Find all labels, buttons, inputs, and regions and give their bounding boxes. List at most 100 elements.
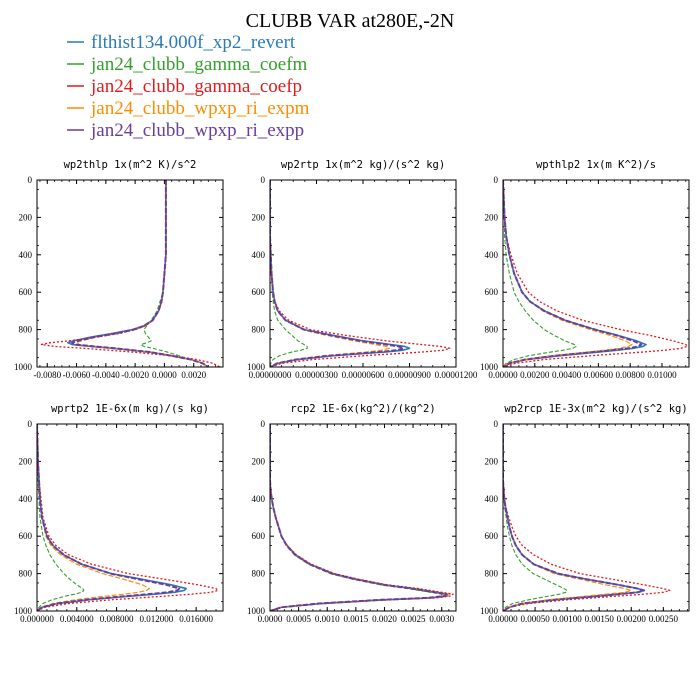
series-line xyxy=(270,180,451,367)
plot-frame xyxy=(502,423,690,612)
y-tick-label: 800 xyxy=(485,569,499,579)
x-tick-label: 0.00100 xyxy=(553,614,583,624)
y-tick-label: 1000 xyxy=(480,362,499,372)
x-tick-label: 0.00800 xyxy=(616,370,646,380)
plot-frame xyxy=(269,423,457,612)
series-line xyxy=(503,424,645,611)
x-tick-label: 0.004000 xyxy=(60,614,94,624)
series-line xyxy=(37,424,181,611)
series-line xyxy=(270,424,448,611)
y-tick-label: 0 xyxy=(261,419,266,429)
series-line xyxy=(270,424,449,611)
series-line xyxy=(503,180,689,367)
x-tick-label: 0.016000 xyxy=(179,614,213,624)
x-tick-label: 0.00000 xyxy=(488,614,518,624)
y-tick-label: 1000 xyxy=(14,362,33,372)
legend: flthist134.000f_xp2_revertjan24_clubb_ga… xyxy=(67,32,310,141)
y-tick-label: 600 xyxy=(252,287,266,297)
y-tick-label: 600 xyxy=(485,287,499,297)
plot-frame xyxy=(36,179,224,368)
x-tick-label: 0.00150 xyxy=(585,614,615,624)
x-tick-label: 0.0010 xyxy=(315,614,340,624)
y-tick-label: 1000 xyxy=(14,606,33,616)
series-line xyxy=(503,180,643,367)
x-tick-label: 0.000000 xyxy=(20,614,54,624)
y-tick-label: 400 xyxy=(485,494,499,504)
panel: rcp2 1E-6x(kg^2)/(kg^2) 0 200 400 600 800 1000… xyxy=(247,403,457,624)
x-tick-label: 0.00000 xyxy=(488,370,518,380)
x-tick-label: 0.012000 xyxy=(139,614,173,624)
series-line xyxy=(270,424,451,611)
series-line xyxy=(503,424,671,611)
y-tick-label: 200 xyxy=(19,212,33,222)
legend-item: jan24_clubb_wpxp_ri_expp xyxy=(67,120,304,141)
y-tick-label: 1000 xyxy=(247,606,266,616)
x-tick-label: 0.00600 xyxy=(584,370,614,380)
panel-title: wpthlp2 1x(m K^2)/s xyxy=(536,159,656,171)
series-line xyxy=(66,180,209,367)
y-tick-label: 800 xyxy=(19,569,33,579)
series-line xyxy=(37,424,150,611)
x-tick-label: 0.0000 xyxy=(152,370,177,380)
y-tick-label: 200 xyxy=(485,456,499,466)
x-tick-label: 0.00000000 xyxy=(249,370,292,380)
series-line xyxy=(40,180,221,367)
series-line xyxy=(270,180,405,367)
x-tick-label: -0.0020 xyxy=(121,370,149,380)
panel-title: wp2rcp 1E-3x(m^2 kg)/(s^2 kg) xyxy=(504,403,687,415)
series-line xyxy=(503,180,577,367)
y-tick-label: 400 xyxy=(19,250,33,260)
x-tick-label: 0.00001200 xyxy=(435,370,478,380)
y-tick-label: 800 xyxy=(252,325,266,335)
y-tick-label: 600 xyxy=(252,531,266,541)
legend-item: jan24_clubb_gamma_coefm xyxy=(67,54,308,75)
panel: wpthlp2 1x(m K^2)/s020040060080010000.00… xyxy=(480,159,690,380)
x-tick-label: 0.00000300 xyxy=(295,370,338,380)
y-tick-label: 800 xyxy=(19,325,33,335)
series-line xyxy=(503,424,568,611)
plot-frame xyxy=(269,179,457,368)
x-tick-label: 0.00050 xyxy=(520,614,550,624)
legend-item: jan24_clubb_gamma_coefp xyxy=(67,76,302,97)
x-tick-label: 0.00000600 xyxy=(342,370,385,380)
y-tick-label: 200 xyxy=(252,212,266,222)
panel: wprtp2 1E-6x(m kg)/(s kg) 0 200 400 600 800 10… xyxy=(14,403,224,624)
legend-label: jan24_clubb_wpxp_ri_expm xyxy=(90,98,310,119)
panel-title: rcp2 1E-6x(kg^2)/(kg^2) xyxy=(290,403,435,415)
panel-title: wp2rtp 1x(m^2 kg)/(s^2 kg) xyxy=(281,159,445,171)
legend-label: jan24_clubb_gamma_coefm xyxy=(90,54,308,75)
panel-title: wprtp2 1E-6x(m kg)/(s kg) xyxy=(51,403,209,415)
x-tick-label: 0.0000 xyxy=(258,614,283,624)
panel: wp2rtp 1x(m^2 kg)/(s^2 kg) 0 200 400 600 800 1… xyxy=(247,159,478,380)
series-line xyxy=(37,424,85,611)
legend-label: jan24_clubb_gamma_coefp xyxy=(90,76,302,97)
plot-frame xyxy=(502,179,690,368)
y-tick-label: 0 xyxy=(494,175,499,185)
y-tick-label: 0 xyxy=(28,419,33,429)
y-tick-label: 0 xyxy=(261,175,266,185)
y-tick-label: 400 xyxy=(252,250,266,260)
series-line xyxy=(71,180,209,367)
x-tick-label: -0.0040 xyxy=(92,370,120,380)
series-line xyxy=(503,424,646,611)
y-tick-label: 1000 xyxy=(480,606,499,616)
x-tick-label: 0.00200 xyxy=(520,370,550,380)
series-group xyxy=(40,180,221,367)
y-tick-label: 600 xyxy=(19,531,33,541)
series-group xyxy=(270,424,454,611)
y-tick-label: 1000 xyxy=(247,362,266,372)
series-line xyxy=(37,424,187,611)
y-tick-label: 400 xyxy=(252,494,266,504)
x-tick-label: 0.0020 xyxy=(181,370,206,380)
x-tick-label: -0.0080 xyxy=(33,370,61,380)
series-line xyxy=(270,180,308,367)
x-tick-label: 0.0015 xyxy=(343,614,368,624)
y-tick-label: 200 xyxy=(485,212,499,222)
series-line xyxy=(140,180,209,367)
series-line xyxy=(270,180,390,367)
series-line xyxy=(270,424,443,611)
y-tick-label: 0 xyxy=(494,419,499,429)
series-line xyxy=(75,180,209,367)
y-tick-label: 600 xyxy=(485,531,499,541)
